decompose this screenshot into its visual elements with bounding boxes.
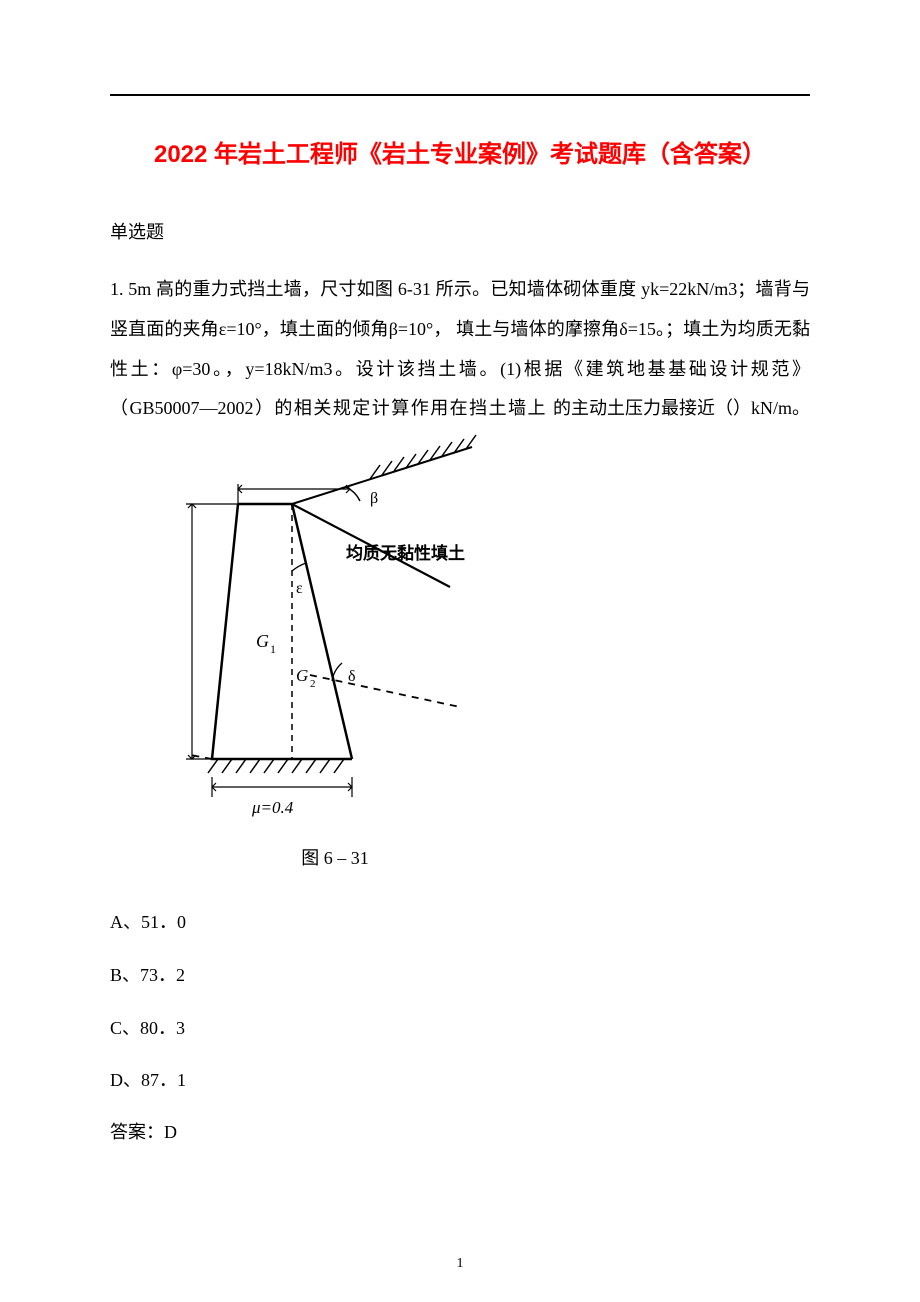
options-list: A、51．0 B、73．2 C、80．3 D、87．1 [110,899,810,1104]
delta-label: δ [348,668,356,685]
g1-sub: 1 [270,642,276,656]
option-b: B、73．2 [110,952,810,999]
document-title: 2022 年岩土工程师《岩土专业案例》考试题库（含答案） [110,136,810,174]
option-a-label: A、 [110,912,141,932]
option-c: C、80．3 [110,1005,810,1052]
page-number: 1 [0,1256,920,1272]
mu-label: μ=0.4 [251,798,294,817]
option-b-value: 73．2 [140,965,185,985]
fill-text-label: 均质无黏性填土 [346,543,465,563]
option-d-label: D、 [110,1070,141,1090]
g2-sub: 2 [310,678,316,690]
option-c-value: 80．3 [140,1018,185,1038]
option-d: D、87．1 [110,1057,810,1104]
option-d-value: 87．1 [141,1070,186,1090]
retaining-wall-diagram: β [150,429,480,819]
question-body: 1. 5m 高的重力式挡土墙，尺寸如图 6-31 所示。已知墙体砌体重度 yk=… [110,270,810,879]
figure-wrap: β [150,803,480,823]
top-rule [110,94,810,96]
answer-value: D [164,1122,177,1142]
epsilon-label: ε [296,580,303,597]
figure-block: β [150,429,520,879]
document-page: 2022 年岩土工程师《岩土专业案例》考试题库（含答案） 单选题 1. 5m 高… [0,0,920,1302]
option-a: A、51．0 [110,899,810,946]
beta-label: β [370,490,378,507]
g1-label: G [256,631,269,651]
question-text-part2: 的主动土压力最接近（）kN/m。 [553,389,810,429]
option-c-label: C、 [110,1018,140,1038]
option-b-label: B、 [110,965,140,985]
figure-caption: 图 6 – 31 [150,839,520,879]
answer-line: 答案：D [110,1118,810,1144]
option-a-value: 51．0 [141,912,186,932]
section-heading: 单选题 [110,214,810,250]
g2-label: G [296,666,308,685]
answer-label: 答案： [110,1122,164,1142]
